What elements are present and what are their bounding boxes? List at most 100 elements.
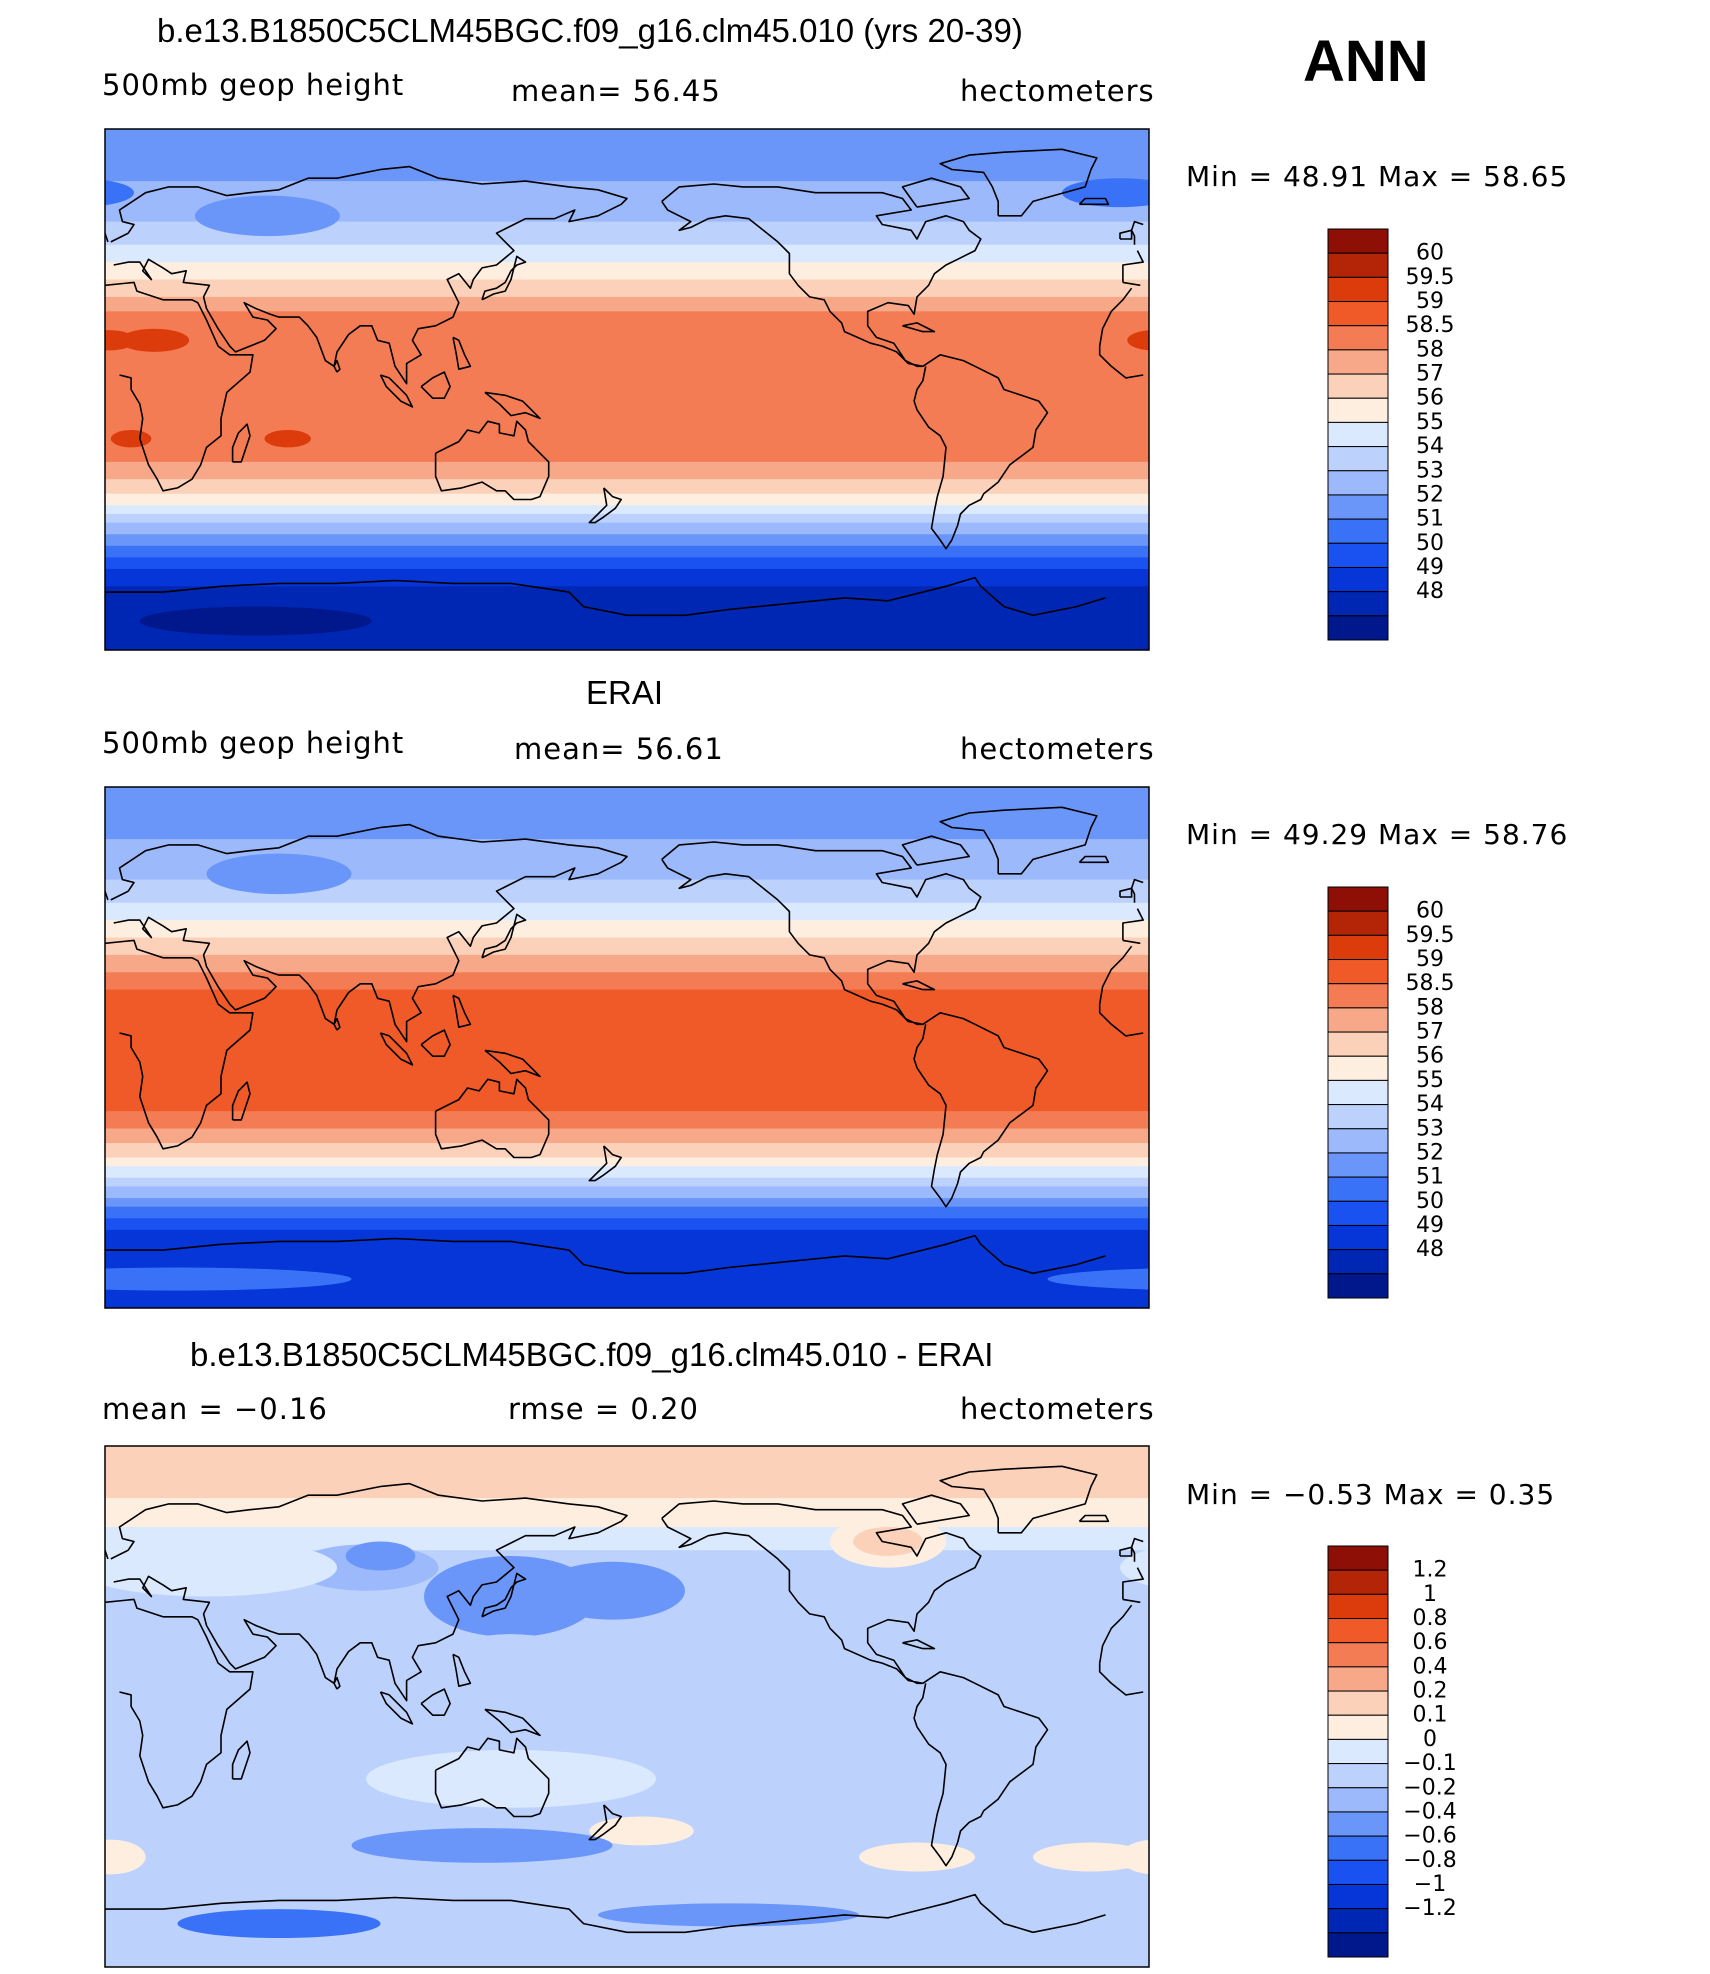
coastline [913,353,1049,550]
map-frame [104,128,1150,651]
coastline [105,576,1106,617]
colorbar-label: 50 [1416,1189,1444,1214]
colorbar-label: −0.8 [1403,1848,1456,1873]
field-anomaly [1047,1268,1149,1290]
colorbar-swatch [1327,1883,1389,1910]
colorbar-swatch [1327,446,1389,472]
field-anomaly [589,1816,694,1846]
field-anomaly [139,606,372,636]
colorbar-label: 0.8 [1413,1606,1448,1631]
panel-2-title: ERAI [586,674,664,711]
colorbar-label: 59.5 [1406,265,1455,290]
panel-2-units: hectometers [960,732,1155,766]
colorbar-swatch [1327,228,1389,254]
field-band [105,461,1149,480]
coastline [434,1737,550,1818]
panel-1-field-label: 500mb geop height [102,68,405,102]
coastline [902,980,936,991]
field-anomaly [1642,1903,1710,1926]
colorbar-swatch [1327,276,1389,303]
colorbar-swatch [1327,373,1389,399]
field-band [105,279,1149,298]
colorbar-label: 60 [1416,241,1444,266]
field-anomaly [1120,1839,1149,1875]
colorbar-swatch [1327,1200,1389,1226]
colorbar-label: 0.6 [1413,1630,1448,1655]
coastline [661,183,982,368]
field-band [105,262,1149,281]
colorbar-swatch [1327,1007,1389,1033]
colorbar-swatch [1327,1545,1389,1571]
field-anomaly [1222,1909,1425,1938]
field-anomaly [598,1903,859,1927]
coastline [588,1804,623,1841]
field-anomaly [1570,1701,1710,1782]
colorbar-label: 57 [1416,1020,1444,1045]
coastline [434,1078,550,1159]
colorbar-swatch [1327,1128,1389,1154]
colorbar-label: 54 [1416,434,1444,459]
coastline [588,1145,623,1182]
panel-1-title: b.e13.B1850C5CLM45BGC.f09_g16.clm45.010 … [157,12,1023,49]
field-anomaly [366,1749,656,1808]
coastline [110,165,628,385]
colorbar-swatch [1327,252,1389,278]
colorbar-swatch [1327,518,1389,544]
coastline [333,1676,341,1690]
map-frame [104,786,1150,1309]
field-anomaly [351,1828,613,1863]
colorbar-swatch [1327,886,1389,912]
colorbar-swatch [1327,1859,1389,1885]
coastline [939,1465,1098,1534]
coastline [231,423,251,463]
coastline [481,913,527,959]
colorbar-swatch [1327,1690,1389,1716]
field-band [105,1186,1149,1199]
field-band [105,902,1149,921]
coastline [379,1691,414,1725]
panel-1-units: hectometers [960,74,1155,108]
field-anomaly [206,853,352,895]
coastline [1078,1514,1110,1523]
coastline [110,823,628,1043]
coastline [231,1740,251,1780]
coastline [1122,281,1141,287]
colorbar-label: 58.5 [1406,971,1455,996]
panel-3-title: b.e13.B1850C5CLM45BGC.f09_g16.clm45.010 … [190,1336,994,1373]
coastline [333,1017,341,1031]
coastline [379,1032,414,1066]
coastline [901,835,971,866]
coastline [1122,908,1144,941]
colorbar-swatch [1327,910,1389,936]
colorbar-swatch [1327,934,1389,961]
field-anomaly [1062,178,1149,208]
colorbar-label: 48 [1416,579,1444,604]
panel-3-colorbar: 1.210.80.60.40.20.10−0.1−0.2−0.4−0.6−0.8… [1327,1545,1457,1958]
field-band [105,1111,1149,1130]
field-anomaly [540,1561,685,1620]
field-band [105,221,1149,246]
field-band [105,1166,1149,1179]
coastline [452,336,472,371]
field-band [105,129,1149,182]
colorbar-swatch [1327,1908,1389,1934]
field-anomaly [264,430,311,448]
coastline [1098,346,1144,379]
colorbar-label: 54 [1416,1092,1444,1117]
colorbar-label: 53 [1416,458,1444,483]
field-band [105,311,1149,443]
colorbar-swatch [1327,1031,1389,1057]
colorbar-label: 56 [1416,1044,1444,1069]
colorbar-swatch [1327,1763,1389,1789]
coastline [588,487,623,524]
colorbar-swatch [1327,1224,1389,1251]
colorbar-swatch [1327,494,1389,520]
coastline [481,1572,527,1618]
colorbar-swatch [1327,1787,1389,1813]
colorbar-swatch [1327,1714,1389,1740]
field-anomaly [194,195,340,237]
field-band [105,1143,1149,1159]
field-band [105,954,1149,973]
coastline [452,994,472,1028]
field-band [105,1498,1149,1528]
